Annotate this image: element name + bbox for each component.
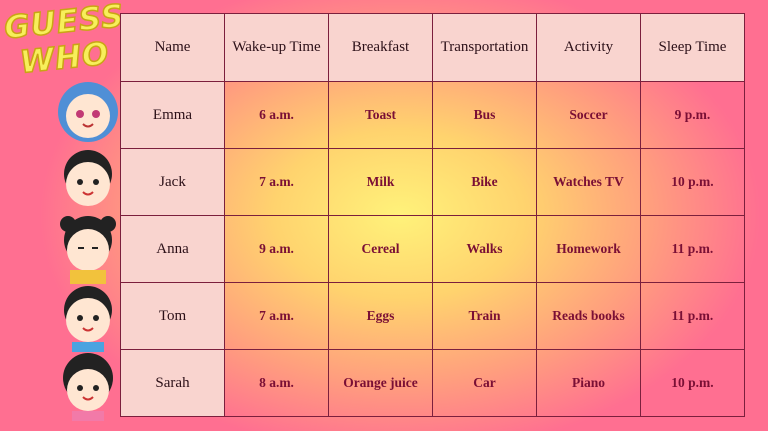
table-cell: Toast — [328, 81, 433, 149]
table-cell: Bus — [432, 81, 537, 149]
table-row: Tom 7 a.m. Eggs Train Reads books 11 p.m. — [120, 282, 745, 350]
name-cell: Anna — [120, 215, 225, 283]
table-cell: 10 p.m. — [640, 349, 745, 417]
header-cell: Breakfast — [328, 13, 433, 82]
table-cell: 7 a.m. — [224, 282, 329, 350]
face-icon — [60, 216, 116, 284]
name-cell: Emma — [120, 81, 225, 149]
name-cell: Jack — [120, 148, 225, 216]
table-cell: Watches TV — [536, 148, 641, 216]
face-icon — [64, 150, 112, 206]
table-cell: 11 p.m. — [640, 215, 745, 283]
header-cell: Sleep Time — [640, 13, 745, 82]
table-row: Anna 9 a.m. Cereal Walks Homework 11 p.m. — [120, 215, 745, 283]
character-icons — [58, 82, 118, 421]
table-cell: 10 p.m. — [640, 148, 745, 216]
table-row: Sarah 8 a.m. Orange juice Car Piano 10 p.m. — [120, 349, 745, 417]
table-cell: Piano — [536, 349, 641, 417]
table-cell: Reads books — [536, 282, 641, 350]
table-cell: Milk — [328, 148, 433, 216]
name-cell: Tom — [120, 282, 225, 350]
name-cell: Sarah — [120, 349, 225, 417]
table-cell: 9 a.m. — [224, 215, 329, 283]
schedule-table: Name Wake-up Time Breakfast Transportation A… — [120, 13, 745, 417]
table-cell: Train — [432, 282, 537, 350]
table-cell: Car — [432, 349, 537, 417]
table-cell: 6 a.m. — [224, 81, 329, 149]
table-cell: Soccer — [536, 81, 641, 149]
table-cell: Bike — [432, 148, 537, 216]
table-cell: Homework — [536, 215, 641, 283]
table-row: Emma 6 a.m. Toast Bus Soccer 9 p.m. — [120, 81, 745, 149]
face-icon — [58, 82, 118, 142]
header-cell: Activity — [536, 13, 641, 82]
header-cell: Wake-up Time — [224, 13, 329, 82]
table-cell: Orange juice — [328, 349, 433, 417]
table-cell: 11 p.m. — [640, 282, 745, 350]
face-icon — [64, 286, 112, 352]
face-icon — [63, 353, 113, 421]
table-cell: Eggs — [328, 282, 433, 350]
table-cell: Walks — [432, 215, 537, 283]
table-cell: Cereal — [328, 215, 433, 283]
header-cell: Transportation — [432, 13, 537, 82]
header-cell: Name — [120, 13, 225, 82]
table-cell: 7 a.m. — [224, 148, 329, 216]
header-row: Name Wake-up Time Breakfast Transportation A… — [120, 13, 745, 82]
table-cell: 8 a.m. — [224, 349, 329, 417]
table-cell: 9 p.m. — [640, 81, 745, 149]
table-row: Jack 7 a.m. Milk Bike Watches TV 10 p.m. — [120, 148, 745, 216]
title: GUESS WHO — [2, 0, 130, 82]
